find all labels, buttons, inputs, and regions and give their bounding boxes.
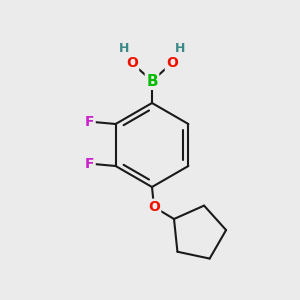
Text: H: H: [175, 43, 185, 56]
Text: B: B: [146, 74, 158, 88]
Text: F: F: [85, 115, 94, 129]
Text: H: H: [119, 43, 129, 56]
Text: O: O: [126, 56, 138, 70]
Text: O: O: [148, 200, 160, 214]
Text: F: F: [85, 157, 94, 171]
Text: O: O: [166, 56, 178, 70]
